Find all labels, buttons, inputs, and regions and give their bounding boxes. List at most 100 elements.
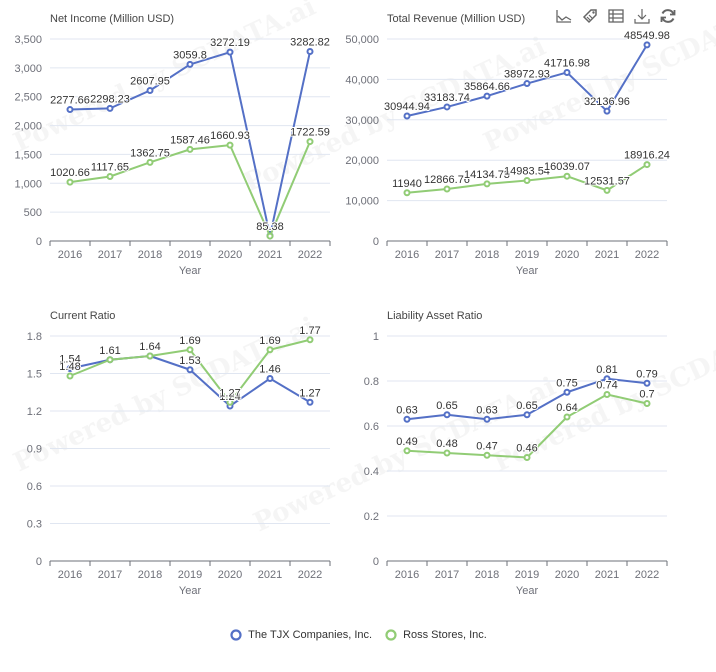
y-tick-label: 20,000: [345, 155, 379, 167]
x-tick-label: 2017: [98, 569, 122, 581]
data-point: [563, 68, 571, 76]
data-label: 1.46: [259, 364, 280, 376]
y-tick-label: 1: [373, 331, 379, 343]
data-point: [643, 41, 651, 49]
y-tick-label: 0: [373, 556, 379, 568]
data-point: [66, 365, 74, 372]
x-tick-label: 2016: [395, 249, 419, 261]
x-tick-label: 2020: [218, 249, 242, 261]
y-tick-label: 1.2: [27, 406, 42, 418]
legend-marker-icon: [385, 629, 397, 641]
data-point: [403, 189, 411, 197]
data-point: [266, 375, 274, 382]
data-point: [523, 80, 531, 88]
data-point: [186, 60, 194, 68]
data-label: 38972.93: [504, 69, 550, 81]
data-point: [603, 107, 611, 115]
legend-label: The TJX Companies, Inc.: [248, 629, 373, 641]
data-label: 2298.23: [90, 93, 130, 105]
y-tick-label: 0: [36, 236, 42, 248]
y-tick-label: 0: [36, 556, 42, 568]
data-label: 16039.07: [544, 161, 590, 173]
x-tick-label: 2022: [635, 249, 659, 261]
y-tick-label: 0.4: [364, 466, 379, 478]
data-point: [106, 104, 114, 112]
y-tick-label: 1,000: [14, 178, 42, 190]
data-label: 14134.73: [464, 169, 510, 181]
data-point: [306, 138, 314, 146]
data-label: 1.24: [219, 391, 240, 403]
data-point: [483, 180, 491, 188]
legend-item-ross[interactable]: Ross Stores, Inc.: [384, 628, 487, 642]
x-axis-title: Year: [179, 585, 202, 597]
restore-button[interactable]: [655, 4, 681, 28]
chart-legend: The TJX Companies, Inc. Ross Stores, Inc…: [0, 628, 716, 642]
data-label: 0.64: [556, 402, 577, 414]
data-point: [106, 172, 114, 180]
data-point: [226, 398, 234, 406]
y-tick-label: 2,000: [14, 121, 42, 133]
data-label: 1.61: [99, 345, 120, 357]
data-point: [66, 106, 74, 114]
data-point: [563, 413, 571, 421]
data-point: [306, 336, 314, 344]
data-label: 2277.66: [50, 95, 90, 107]
data-point: [643, 161, 651, 169]
x-tick-label: 2016: [395, 569, 419, 581]
data-point: [266, 346, 274, 354]
data-label: 1.69: [259, 335, 280, 347]
data-label: 1117.65: [91, 161, 129, 173]
data-label: 35864.66: [464, 81, 510, 93]
data-point: [563, 388, 571, 396]
data-view-button[interactable]: [603, 4, 629, 28]
y-tick-label: 0.3: [27, 519, 42, 531]
data-label: 48549.98: [624, 30, 670, 42]
y-tick-label: 30,000: [345, 115, 379, 127]
x-tick-label: 2021: [258, 569, 282, 581]
line-chart-button[interactable]: [551, 4, 577, 28]
data-label: 1.54: [59, 354, 80, 366]
data-label: 30944.94: [384, 101, 430, 113]
data-label: 41716.98: [544, 57, 590, 69]
y-tick-label: 1,500: [14, 149, 42, 161]
x-tick-label: 2022: [298, 569, 322, 581]
tag-icon: [582, 9, 597, 24]
save-image-button[interactable]: [629, 4, 655, 28]
data-label: 1722.59: [290, 127, 330, 139]
data-label: 1.53: [179, 355, 200, 367]
y-tick-label: 1.5: [27, 369, 42, 381]
data-point: [483, 415, 491, 423]
y-tick-label: 0: [373, 236, 379, 248]
chart-title: Total Revenue (Million USD): [387, 13, 525, 25]
data-point: [146, 86, 154, 94]
y-tick-label: 40,000: [345, 74, 379, 86]
chart-2: Current Ratio 0 0.3 0.6 0.9 1.2 1.5 1.8 2016 2017…: [27, 310, 331, 597]
data-point: [443, 103, 451, 111]
x-tick-label: 2021: [595, 569, 619, 581]
x-tick-label: 2021: [258, 249, 282, 261]
y-tick-label: 1.8: [27, 331, 42, 343]
data-label: 1587.46: [170, 134, 210, 146]
x-tick-label: 2022: [298, 249, 322, 261]
y-tick-label: 0.8: [364, 376, 379, 388]
legend-item-tjx[interactable]: The TJX Companies, Inc.: [229, 628, 372, 642]
data-label: 12866.76: [424, 174, 470, 186]
data-label: 0.7: [639, 389, 654, 401]
x-tick-label: 2018: [138, 569, 162, 581]
data-label: 32136.96: [584, 96, 630, 108]
data-label: 11940: [392, 178, 422, 190]
data-label: 1.61: [99, 345, 120, 357]
data-point: [146, 352, 154, 360]
tag-button[interactable]: [577, 4, 603, 28]
data-label: 1.77: [299, 325, 320, 337]
data-point: [403, 112, 411, 120]
data-point: [306, 398, 314, 406]
line-chart-icon: [556, 10, 572, 23]
chart-toolbar: [551, 4, 681, 28]
x-axis-title: Year: [516, 265, 539, 277]
data-label: 1660.93: [210, 130, 250, 142]
data-label: 0.65: [516, 400, 537, 412]
legend-marker-icon: [230, 629, 242, 641]
x-tick-label: 2019: [178, 569, 202, 581]
